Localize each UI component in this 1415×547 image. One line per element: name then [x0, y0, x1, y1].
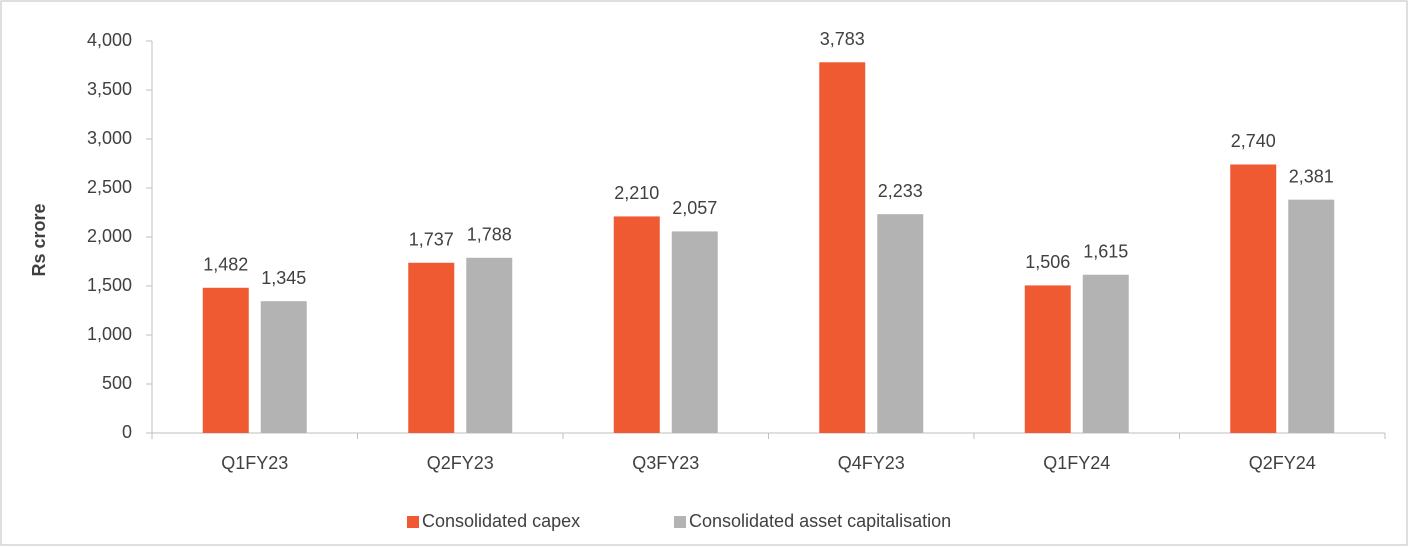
data-label: 1,482: [203, 255, 248, 275]
y-tick-label: 500: [102, 373, 132, 393]
y-tick-label: 4,000: [87, 30, 132, 50]
data-label: 2,381: [1289, 166, 1334, 186]
x-tick-label: Q3FY23: [632, 453, 699, 473]
y-tick-label: 0: [122, 422, 132, 442]
bar: [1082, 274, 1129, 433]
bar: [671, 231, 718, 433]
y-tick-label: 1,500: [87, 275, 132, 295]
x-tick-label: Q1FY23: [221, 453, 288, 473]
bar: [1288, 199, 1335, 433]
x-tick-label: Q1FY24: [1043, 453, 1110, 473]
bar: [1024, 285, 1071, 433]
bar: [1230, 164, 1277, 434]
data-label: 1,737: [409, 230, 454, 250]
legend-swatch: [674, 516, 686, 528]
x-tick-label: Q2FY23: [427, 453, 494, 473]
data-label: 1,615: [1083, 241, 1128, 261]
data-label: 3,783: [820, 29, 865, 49]
y-tick-label: 3,000: [87, 128, 132, 148]
x-tick-label: Q2FY24: [1249, 453, 1316, 473]
bar: [819, 62, 866, 434]
y-tick-label: 1,000: [87, 324, 132, 344]
bar: [408, 262, 455, 433]
data-label: 1,345: [261, 268, 306, 288]
bar: [613, 216, 660, 433]
x-tick-label: Q4FY23: [838, 453, 905, 473]
bar: [877, 214, 924, 433]
y-tick-label: 3,500: [87, 79, 132, 99]
y-tick-label: 2,500: [87, 177, 132, 197]
legend-swatch: [407, 516, 419, 528]
y-tick-label: 2,000: [87, 226, 132, 246]
y-axis-title: Rs crore: [29, 203, 49, 276]
data-label: 2,057: [672, 198, 717, 218]
legend-label: Consolidated capex: [422, 511, 580, 531]
bar: [466, 257, 513, 433]
bar: [260, 301, 307, 433]
data-label: 2,740: [1231, 131, 1276, 151]
data-label: 2,210: [614, 183, 659, 203]
legend-label: Consolidated asset capitalisation: [689, 511, 951, 531]
data-label: 1,506: [1025, 252, 1070, 272]
data-label: 1,788: [467, 225, 512, 245]
data-label: 2,233: [878, 181, 923, 201]
bar: [202, 287, 249, 433]
